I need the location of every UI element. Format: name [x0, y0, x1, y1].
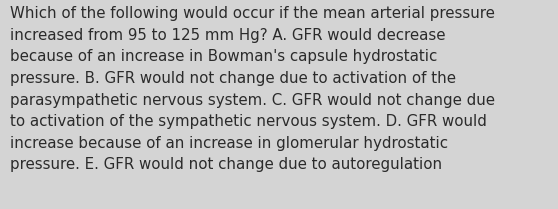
- Text: Which of the following would occur if the mean arterial pressure
increased from : Which of the following would occur if th…: [10, 6, 495, 172]
